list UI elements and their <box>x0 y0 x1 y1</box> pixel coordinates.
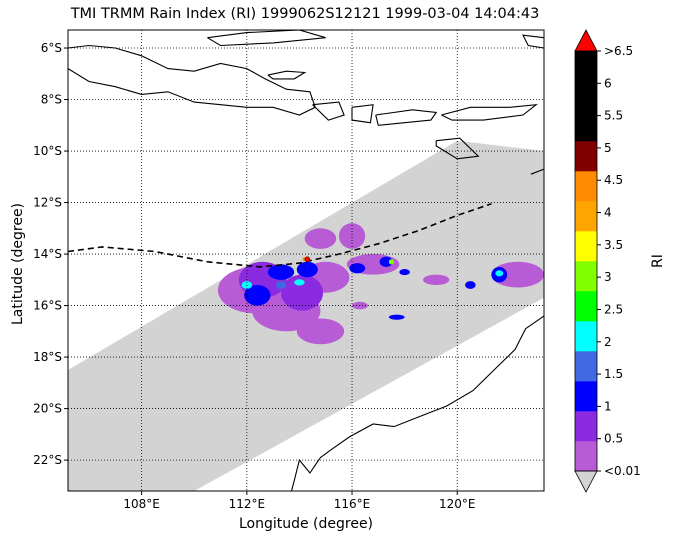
y-tick-label: 20°S <box>33 402 62 416</box>
coastline <box>290 315 544 491</box>
coastline <box>267 70 307 80</box>
y-tick-label: 10°S <box>33 144 62 158</box>
colorbar-segment <box>575 441 597 472</box>
rain-cell <box>296 261 318 278</box>
colorbar-segment <box>575 321 597 352</box>
x-tick-label: 112°E <box>229 497 266 511</box>
colorbar-tick-label: 1.5 <box>604 367 623 381</box>
rain-cell <box>275 281 287 289</box>
chart-title: TMI TRMM Rain Index (RI) 1999062S12121 1… <box>70 6 540 22</box>
rain-cell <box>294 279 305 286</box>
colorbar-tick-label: 1 <box>604 399 612 413</box>
coastline <box>68 44 316 116</box>
colorbar-segment <box>575 111 597 142</box>
rain-cell <box>388 259 395 265</box>
plot-frame <box>67 29 545 492</box>
storm-center-marker <box>304 256 311 262</box>
colorbar-over-triangle <box>574 29 598 52</box>
colorbar-segment <box>575 351 597 382</box>
coastline <box>530 168 544 175</box>
coastline <box>375 109 438 126</box>
rain-cell <box>495 270 504 277</box>
rain-cell <box>338 223 366 249</box>
rain-cell <box>491 261 544 288</box>
colorbar-segment <box>575 291 597 322</box>
y-tick-label: 14°S <box>33 247 62 261</box>
rain-cell <box>379 256 393 267</box>
rain-cell <box>267 264 295 280</box>
colorbar-segment <box>575 171 597 202</box>
colorbar-segment <box>575 81 597 112</box>
coastline <box>351 104 374 124</box>
colorbar-tick-label: 4 <box>604 206 612 220</box>
y-tick-label: 18°S <box>33 350 62 364</box>
colorbar-tick-label: 3.5 <box>604 238 623 252</box>
colorbar-segment <box>575 231 597 262</box>
colorbar-tick-label: 4.5 <box>604 173 623 187</box>
colorbar-segment <box>575 51 597 82</box>
coastline <box>522 34 544 49</box>
rain-field <box>217 223 544 345</box>
y-axis-label: Latitude (degree) <box>10 202 26 326</box>
x-tick-label: 116°E <box>334 497 371 511</box>
gridlines <box>68 30 544 491</box>
coastline <box>207 30 326 47</box>
colorbar-tick-label: <0.01 <box>604 464 641 478</box>
rain-cell <box>388 314 405 320</box>
map-plot-area <box>68 30 544 491</box>
colorbar-tick-label: 6 <box>604 76 612 90</box>
colorbar-segment <box>575 411 597 442</box>
rain-cell <box>423 274 450 285</box>
colorbar-tick-label: 5 <box>604 141 612 155</box>
colorbar: <0.01 0.5 1 1.5 2 2.5 3 3.5 4 4.5 5 5.5 6 >6.5 <box>574 29 641 493</box>
rain-cell <box>296 318 345 345</box>
colorbar-segment <box>575 381 597 412</box>
colorbar-segment <box>575 201 597 232</box>
colorbar-tick-label: 3 <box>604 270 612 284</box>
y-tick-label: 16°S <box>33 299 62 313</box>
y-tick-label: 8°S <box>41 93 62 107</box>
x-axis-label: Longitude (degree) <box>238 516 374 532</box>
colorbar-segment <box>575 261 597 292</box>
colorbar-tick-label: >6.5 <box>604 44 633 58</box>
rain-cell <box>304 228 337 249</box>
x-tick-label: 108°E <box>123 497 160 511</box>
y-axis-ticks: 6°S 8°S 10°S 12°S 14°S 16°S 18°S 20°S 22°S <box>33 41 68 467</box>
colorbar-segment <box>575 141 597 172</box>
y-tick-label: 6°S <box>41 41 62 55</box>
colorbar-tick-label: 2 <box>604 335 612 349</box>
colorbar-tick-label: 2.5 <box>604 302 623 316</box>
colorbar-frame <box>574 50 598 472</box>
x-axis-ticks: 108°E 112°E 116°E 120°E <box>123 491 475 511</box>
colorbar-label: RI <box>650 254 666 268</box>
colorbar-under-triangle <box>574 470 598 493</box>
rain-cell <box>244 284 271 306</box>
rain-cell <box>465 281 476 289</box>
coastline <box>435 137 480 160</box>
rain-cell <box>281 274 324 311</box>
rain-cell <box>349 263 366 274</box>
y-tick-label: 12°S <box>33 196 62 210</box>
rain-cell <box>241 281 253 289</box>
rain-cell <box>399 268 410 276</box>
x-tick-label: 120°E <box>439 497 476 511</box>
colorbar-tick-label: 5.5 <box>604 109 623 123</box>
colorbar-tick-label: 0.5 <box>604 432 623 446</box>
y-tick-label: 22°S <box>33 453 62 467</box>
storm-track-line <box>68 203 492 268</box>
coastline <box>312 101 345 121</box>
